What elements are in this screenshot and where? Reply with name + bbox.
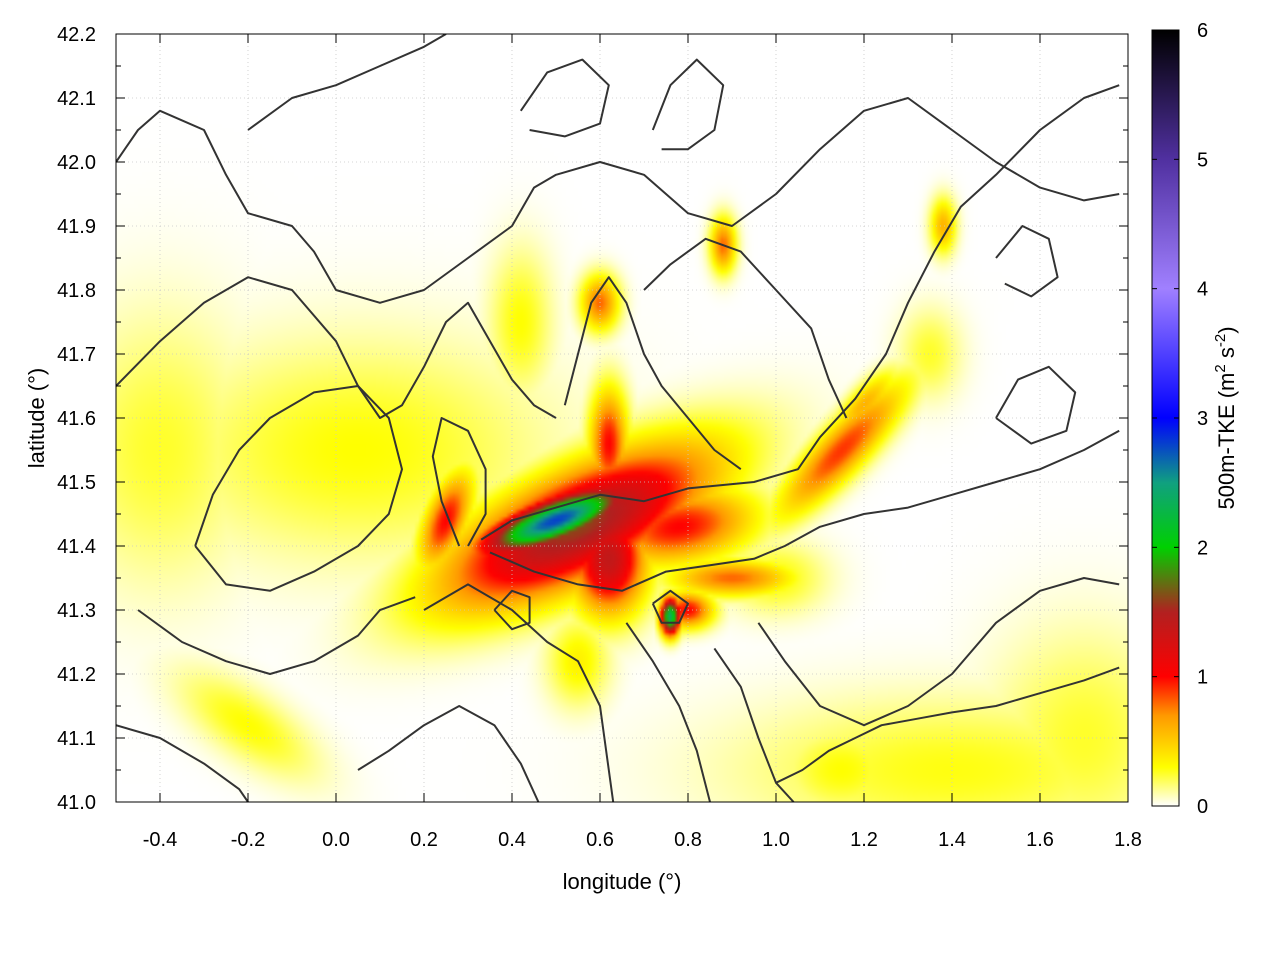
colorbar-ticks: 0 1 2 3 4 5 6 — [1152, 20, 1208, 818]
contour-line — [194, 385, 403, 592]
contour-line — [489, 429, 1120, 592]
colorbar-tick-label: 1 — [1197, 667, 1208, 689]
x-tick-label: 1.0 — [762, 829, 790, 851]
y-tick-label: 42.0 — [57, 152, 96, 174]
x-tick-label: 0.8 — [674, 829, 702, 851]
contour-line — [431, 417, 487, 547]
x-tick-label: 0.0 — [322, 829, 350, 851]
colorbar-title-mid: s — [1214, 347, 1239, 364]
colorbar-tick-label: 5 — [1197, 149, 1208, 171]
y-axis-title: latitude (°) — [24, 368, 49, 469]
colorbar-tick-label: 0 — [1197, 796, 1208, 818]
contour-line — [137, 596, 416, 675]
colorbar-tick-label: 6 — [1197, 20, 1208, 42]
y-tick-label: 41.9 — [57, 216, 96, 238]
contour-line — [519, 58, 610, 138]
x-tick-label: 1.8 — [1114, 829, 1142, 851]
contour-line — [116, 97, 1120, 304]
x-tick-label: -0.4 — [143, 829, 177, 851]
colorbar-title-sup2: -2 — [1212, 334, 1229, 347]
contour-line — [423, 583, 615, 802]
colorbar-title: 500m-TKE (m2 s-2) — [1212, 326, 1239, 509]
contour-line — [357, 705, 540, 802]
y-ticks: 41.0 41.1 41.2 41.3 41.4 41.5 41.6 41.7 41.8 41.9… — [57, 24, 1128, 814]
contour-line — [643, 237, 848, 419]
colorbar-title-base: 500m-TKE (m — [1214, 373, 1239, 510]
x-tick-label: 1.4 — [938, 829, 966, 851]
x-tick-label: 1.6 — [1026, 829, 1054, 851]
y-tick-label: 42.1 — [57, 88, 96, 110]
y-tick-label: 41.7 — [57, 344, 96, 366]
y-tick-label: 41.8 — [57, 280, 96, 302]
contour-line — [651, 589, 689, 624]
contour-line — [995, 225, 1059, 298]
y-tick-label: 42.2 — [57, 24, 96, 46]
contour-line — [651, 58, 725, 151]
y-tick-label: 41.5 — [57, 472, 96, 494]
y-tick-label: 41.0 — [57, 792, 96, 814]
x-ticks: -0.4 -0.2 0.0 0.2 0.4 0.6 0.8 1.0 1.2 1.4 1.6 1.8 — [143, 34, 1142, 851]
y-tick-label: 41.1 — [57, 728, 96, 750]
x-tick-label: 0.2 — [410, 829, 438, 851]
contour-line — [493, 589, 531, 631]
colorbar-tick-label: 4 — [1197, 279, 1208, 301]
colorbar-tick-label: 3 — [1197, 408, 1208, 430]
x-axis-title: longitude (°) — [563, 869, 682, 894]
contour-line — [116, 724, 249, 802]
y-tick-label: 41.2 — [57, 664, 96, 686]
contour-line — [563, 276, 742, 471]
colorbar-tick-label: 2 — [1197, 537, 1208, 559]
contour-line — [775, 666, 1120, 784]
x-tick-label: 1.2 — [850, 829, 878, 851]
contour-line — [995, 365, 1077, 445]
terrain-contours — [116, 34, 1120, 802]
x-tick-label: 0.4 — [498, 829, 526, 851]
x-tick-label: -0.2 — [231, 829, 265, 851]
y-tick-label: 41.6 — [57, 408, 96, 430]
y-tick-label: 41.3 — [57, 600, 96, 622]
contour-line — [247, 34, 447, 131]
contour-line — [713, 647, 795, 802]
contour-line — [116, 276, 557, 419]
y-tick-label: 41.4 — [57, 536, 96, 558]
contour-line — [625, 622, 711, 802]
x-tick-label: 0.6 — [586, 829, 614, 851]
colorbar-title-sup1: 2 — [1212, 364, 1229, 372]
colorbar-title-end: ) — [1214, 326, 1239, 333]
contour-line — [757, 577, 1120, 727]
